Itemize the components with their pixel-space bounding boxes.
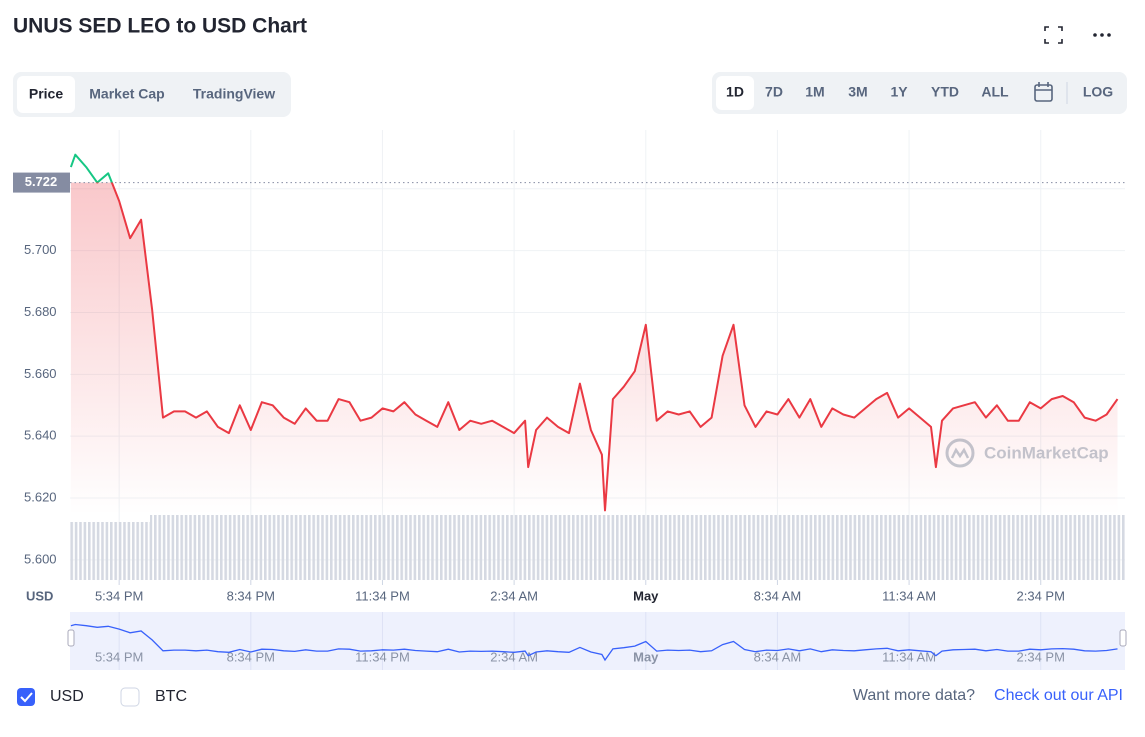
x-tick-label: 5:34 PM <box>95 588 143 603</box>
range-button[interactable]: YTD <box>931 84 959 100</box>
navigator: 5:34 PM 8:34 PM 11:34 PM 2:34 AM May 8:34 AM 1… <box>70 612 1118 670</box>
range-button[interactable]: 1M <box>805 84 824 100</box>
y-unit-label: USD <box>26 588 53 603</box>
calendar-icon[interactable] <box>1034 82 1053 102</box>
tab[interactable]: Market Cap <box>89 86 164 102</box>
volume-bars <box>70 522 150 580</box>
price-line <box>69 153 1119 512</box>
navigator-tick-label: 2:34 PM <box>1017 649 1065 664</box>
more-icon[interactable] <box>1093 33 1111 37</box>
api-link[interactable]: Check out our API <box>994 687 1123 704</box>
navigator-line <box>70 623 1118 662</box>
range-button[interactable]: 3M <box>848 84 867 100</box>
range-button[interactable]: 7D <box>765 84 783 100</box>
tab[interactable]: Price <box>29 86 63 102</box>
x-tick-label: 11:34 PM <box>355 588 410 603</box>
range-group <box>712 72 1127 114</box>
range-button[interactable]: 1D <box>726 84 744 100</box>
y-tick-label: 5.600 <box>24 551 57 566</box>
y-tick-label: 5.620 <box>24 489 57 504</box>
navigator-tick-label: 11:34 PM <box>355 649 410 664</box>
active-range-bg <box>716 76 754 110</box>
x-tick-label: 11:34 AM <box>882 588 936 603</box>
navigator-tick-label: May <box>633 649 659 664</box>
log-button[interactable]: LOG <box>1083 84 1113 100</box>
chart-title: UNUS SED LEO to USD Chart <box>13 15 307 38</box>
currency-label: BTC <box>155 688 187 705</box>
tab[interactable]: TradingView <box>193 86 275 102</box>
navigator-tick-label: 8:34 PM <box>227 649 275 664</box>
y-tick-label: 5.640 <box>24 428 57 443</box>
volume-bars <box>150 515 1125 580</box>
x-tick-label: 8:34 AM <box>754 588 802 603</box>
checkmark <box>20 692 33 703</box>
navigator-tick-label: 11:34 AM <box>882 649 936 664</box>
navigator-handle[interactable] <box>1119 629 1127 647</box>
watermark-text: CoinMarketCap <box>984 443 1109 462</box>
footer-text: Want more data? <box>853 687 975 704</box>
x-tick-label: 2:34 PM <box>1017 588 1065 603</box>
x-tick-label: 2:34 AM <box>490 588 538 603</box>
checkbox[interactable] <box>120 687 140 707</box>
y-tick-label: 5.680 <box>24 304 57 319</box>
active-tab-bg <box>17 76 75 113</box>
navigator-tick-label: 8:34 AM <box>754 649 802 664</box>
navigator-tick-label: 5:34 PM <box>95 649 143 664</box>
currency-label: USD <box>50 688 84 705</box>
watermark: CoinMarketCap <box>945 438 1109 468</box>
range-button[interactable]: 1Y <box>890 84 908 100</box>
x-tick-label: 8:34 PM <box>227 588 275 603</box>
y-tick-label: 5.700 <box>24 242 57 257</box>
plot: 5.722 <box>13 153 1125 515</box>
range-button[interactable]: ALL <box>981 84 1009 100</box>
navigator-bg <box>70 612 1125 670</box>
tab-group <box>13 72 291 117</box>
open-price-badge <box>13 172 70 193</box>
open-price-label: 5.722 <box>25 174 58 189</box>
fullscreen-icon[interactable] <box>1044 26 1063 44</box>
y-tick-label: 5.660 <box>24 366 57 381</box>
navigator-handle[interactable] <box>67 629 75 647</box>
checkbox[interactable] <box>17 688 35 706</box>
area-fill <box>70 182 1118 515</box>
x-tick-label: May <box>633 588 659 603</box>
